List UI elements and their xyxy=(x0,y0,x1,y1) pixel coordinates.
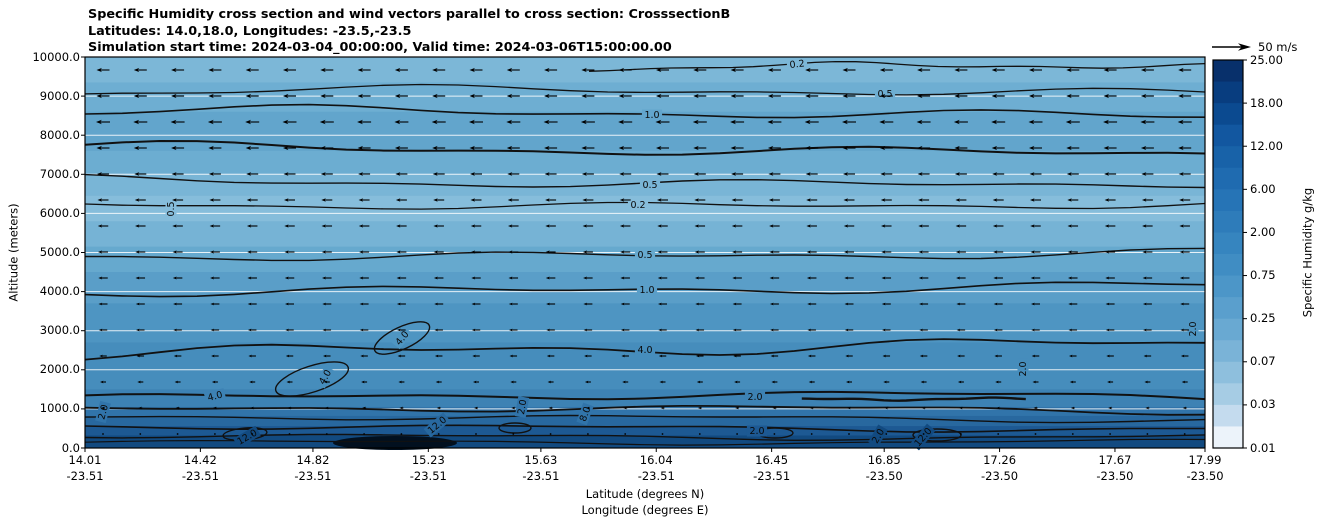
wind-legend-arrow-icon xyxy=(1212,43,1251,51)
colorbar-tick-label: 6.00 xyxy=(1250,181,1276,196)
x-axis-label-longitude: Longitude (degrees E) xyxy=(581,503,709,517)
svg-text:0.5: 0.5 xyxy=(642,180,657,191)
colorbar-tick-label: 2.00 xyxy=(1250,224,1276,239)
x-tick-label: 15.63 -23.51 xyxy=(522,453,560,483)
x-tick-label: 14.42 -23.51 xyxy=(181,453,219,483)
y-tick-label: 8000.0 xyxy=(39,127,80,142)
svg-text:2.0: 2.0 xyxy=(96,403,111,420)
colorbar-tick-label: 0.01 xyxy=(1250,440,1276,455)
svg-text:4.0: 4.0 xyxy=(637,345,652,356)
svg-text:0.5: 0.5 xyxy=(637,250,652,261)
y-tick-label: 2000.0 xyxy=(39,362,80,377)
title-line-3: Simulation start time: 2024-03-04_00:00:… xyxy=(88,40,672,56)
x-tick-label: 14.01 -23.51 xyxy=(66,453,104,483)
svg-text:2.0: 2.0 xyxy=(749,426,764,437)
x-axis: 14.01 -23.51 14.42 -23.51 14.82 -23.51 15.23 -2… xyxy=(66,453,1223,485)
svg-text:2.0: 2.0 xyxy=(1188,321,1199,336)
y-tick-label: 4000.0 xyxy=(39,284,80,299)
svg-text:2.0: 2.0 xyxy=(1018,361,1029,376)
colorbar-tick-label: 25.00 xyxy=(1250,52,1283,67)
colorbar xyxy=(1212,59,1247,449)
x-tick-label: 16.04 -23.51 xyxy=(637,453,675,483)
title-line-2: Latitudes: 14.0,18.0, Longitudes: -23.5,… xyxy=(88,23,412,39)
y-tick-label: 5000.0 xyxy=(39,245,80,259)
svg-text:4.0: 4.0 xyxy=(206,389,223,404)
cross-section-plot: 0.20.51.00.50.20.50.51.04.04.04.02.02.04… xyxy=(81,56,1206,452)
wind-legend: 50 m/s xyxy=(1210,40,1297,54)
colorbar-ticks: 25.00 18.00 12.00 6.00 2.00 0.75 0.25 0.07 0.03 0… xyxy=(1250,53,1310,455)
svg-text:2.0: 2.0 xyxy=(747,392,762,403)
y-tick-label: 7000.0 xyxy=(39,166,80,181)
y-axis: 0.0 1000.0 2000.0 3000.0 4000.0 5000.0 6000.0 7… xyxy=(0,50,80,455)
chart-title: Specific Humidity cross section and wind… xyxy=(88,7,730,57)
svg-text:0.2: 0.2 xyxy=(630,200,645,211)
svg-text:0.2: 0.2 xyxy=(789,58,805,71)
svg-text:0.5: 0.5 xyxy=(877,89,892,100)
y-tick-label: 6000.0 xyxy=(39,205,80,220)
x-tick-label: 14.82 -23.51 xyxy=(294,453,332,483)
y-tick-label: 3000.0 xyxy=(39,323,80,338)
title-line-1: Specific Humidity cross section and wind… xyxy=(88,7,731,22)
svg-text:0.5: 0.5 xyxy=(166,201,177,216)
x-tick-label: 16.45 -23.51 xyxy=(753,453,791,483)
y-tick-label: 10000.0 xyxy=(32,49,80,64)
svg-text:8.0: 8.0 xyxy=(578,405,594,423)
x-tick-label: 17.99 -23.50 xyxy=(1186,453,1224,483)
x-tick-label: 17.26 -23.50 xyxy=(981,453,1019,483)
svg-text:2.0: 2.0 xyxy=(516,399,529,416)
svg-text:1.0: 1.0 xyxy=(644,110,659,121)
wind-legend-label: 50 m/s xyxy=(1258,40,1298,54)
svg-text:1.0: 1.0 xyxy=(639,285,654,296)
x-axis-label-latitude: Latitude (degrees N) xyxy=(585,487,705,501)
x-tick-label: 16.85 -23.50 xyxy=(865,453,903,483)
colorbar-tick-label: 0.25 xyxy=(1250,311,1276,326)
y-tick-label: 1000.0 xyxy=(39,401,80,416)
colorbar-label: Specific Humidity g/kg xyxy=(1300,187,1315,318)
y-tick-label: 9000.0 xyxy=(39,88,80,103)
colorbar-tick-label: 0.03 xyxy=(1250,397,1276,412)
x-tick-label: 17.67 -23.50 xyxy=(1096,453,1134,483)
x-tick-label: 15.23 -23.51 xyxy=(409,453,447,483)
y-tick-label: 0.0 xyxy=(61,440,80,455)
colorbar-tick-label: 0.75 xyxy=(1250,268,1276,283)
colorbar-tick-label: 18.00 xyxy=(1250,95,1283,110)
colorbar-tick-label: 0.07 xyxy=(1250,354,1276,369)
colorbar-tick-label: 12.00 xyxy=(1250,138,1283,153)
